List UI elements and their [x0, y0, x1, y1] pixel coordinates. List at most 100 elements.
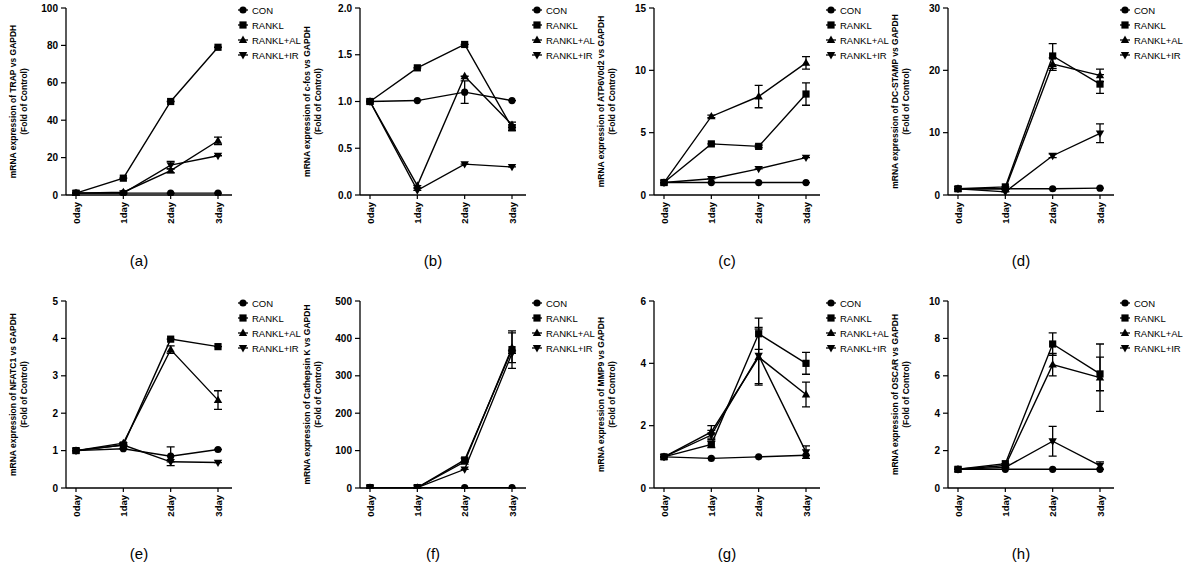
x-tick	[663, 488, 664, 492]
x-tick-label: 2day	[1047, 494, 1058, 516]
legend-marker	[533, 36, 541, 43]
plot-area	[660, 318, 810, 462]
panel-caption: (c)	[718, 252, 736, 269]
point	[166, 459, 174, 466]
x-tick-label: 1day	[118, 201, 129, 223]
y-tick-label: 500	[335, 296, 352, 307]
point	[366, 484, 373, 489]
point	[754, 353, 762, 360]
legend-label: RANKL+IR	[840, 50, 887, 61]
legend-marker	[533, 6, 540, 13]
error-bar	[707, 441, 715, 447]
y-axis	[359, 301, 360, 488]
x-tick-label: 3day	[1095, 201, 1106, 223]
point	[508, 97, 515, 104]
error-bar	[508, 333, 516, 363]
x-tick-label: 1day	[706, 201, 717, 223]
legend-label: RANKL+AL	[546, 35, 595, 46]
point	[366, 99, 374, 106]
y-tick-label: 5	[52, 296, 58, 307]
x-tick-label: 3day	[213, 494, 224, 516]
y-axis-sublabel: (Fold of Control)	[607, 361, 617, 428]
legend-label: CON	[546, 298, 567, 309]
legend-label: RANKL+IR	[1134, 343, 1181, 354]
series-line	[370, 102, 512, 191]
x-tick-label: 1day	[1000, 494, 1011, 516]
point	[1049, 340, 1056, 347]
point	[72, 447, 79, 454]
y-axis	[947, 8, 948, 195]
point	[1048, 360, 1056, 367]
legend-marker	[827, 314, 834, 321]
series-line	[664, 182, 806, 183]
figure: 0204060801000day1day2day3daymRNA express…	[0, 0, 1183, 586]
legend-label: RANKL+AL	[1134, 35, 1183, 46]
point	[214, 136, 222, 143]
y-tick-label: 1.5	[338, 49, 352, 60]
y-tick	[943, 132, 948, 133]
x-tick-label: 0day	[71, 494, 82, 516]
series-line	[76, 445, 218, 463]
x-tick	[1005, 488, 1006, 492]
y-tick-label: 8	[934, 333, 940, 344]
point	[508, 484, 515, 489]
legend-marker	[239, 345, 247, 352]
error-bar	[802, 446, 810, 458]
series-line	[370, 76, 512, 185]
y-axis-sublabel: (Fold of Control)	[607, 68, 617, 135]
legend-marker	[239, 314, 246, 321]
legend-marker	[827, 21, 834, 28]
legend-label: RANKL	[1134, 20, 1166, 31]
y-tick	[355, 7, 360, 8]
point	[167, 336, 174, 343]
panel: 02460day1day2day3daymRNA expression of M…	[596, 296, 889, 563]
y-tick	[355, 487, 360, 488]
point	[755, 453, 762, 460]
y-tick	[61, 82, 66, 83]
x-tick	[1052, 195, 1053, 199]
series-line	[958, 441, 1100, 469]
plot-area	[366, 331, 516, 489]
point	[755, 179, 762, 186]
y-tick	[61, 487, 66, 488]
legend-marker	[239, 52, 247, 59]
y-tick-label: 10	[929, 127, 941, 138]
x-axis	[66, 487, 232, 488]
point	[120, 175, 127, 182]
point	[754, 353, 762, 360]
y-tick	[649, 300, 654, 301]
x-tick-label: 3day	[801, 201, 812, 223]
series-line	[958, 133, 1100, 192]
legend-label: RANKL	[252, 313, 284, 324]
legend-label: RANKL+AL	[546, 328, 595, 339]
legend-label: RANKL+AL	[840, 328, 889, 339]
legend-marker	[239, 299, 246, 306]
point	[660, 179, 667, 186]
y-tick-label: 0	[346, 483, 352, 494]
x-tick-label: 3day	[507, 201, 518, 223]
x-tick	[369, 195, 370, 199]
point	[1096, 185, 1103, 192]
point	[1048, 438, 1056, 445]
y-tick-label: 2	[934, 445, 940, 456]
y-tick	[61, 413, 66, 414]
y-tick-label: 100	[335, 445, 352, 456]
point	[366, 484, 373, 489]
y-axis	[653, 301, 654, 488]
x-tick-label: 0day	[365, 201, 376, 223]
point	[1049, 185, 1056, 192]
legend-label: RANKL+IR	[546, 343, 593, 354]
point	[460, 161, 468, 168]
series-line	[664, 158, 806, 183]
error-bar	[1049, 58, 1057, 70]
point	[754, 166, 762, 173]
legend-marker	[1121, 36, 1129, 43]
legend-marker	[827, 6, 834, 13]
legend-marker	[1121, 329, 1129, 336]
legend-marker	[239, 6, 246, 13]
y-axis-label: mRNA expression of DC-STAMP vs GAPDH	[890, 14, 900, 189]
series-line	[76, 350, 218, 451]
legend-label: RANKL+AL	[1134, 328, 1183, 339]
x-tick	[957, 195, 958, 199]
y-axis-label: mRNA expression of ATP6V0d2 vs GAPDH	[596, 16, 606, 188]
